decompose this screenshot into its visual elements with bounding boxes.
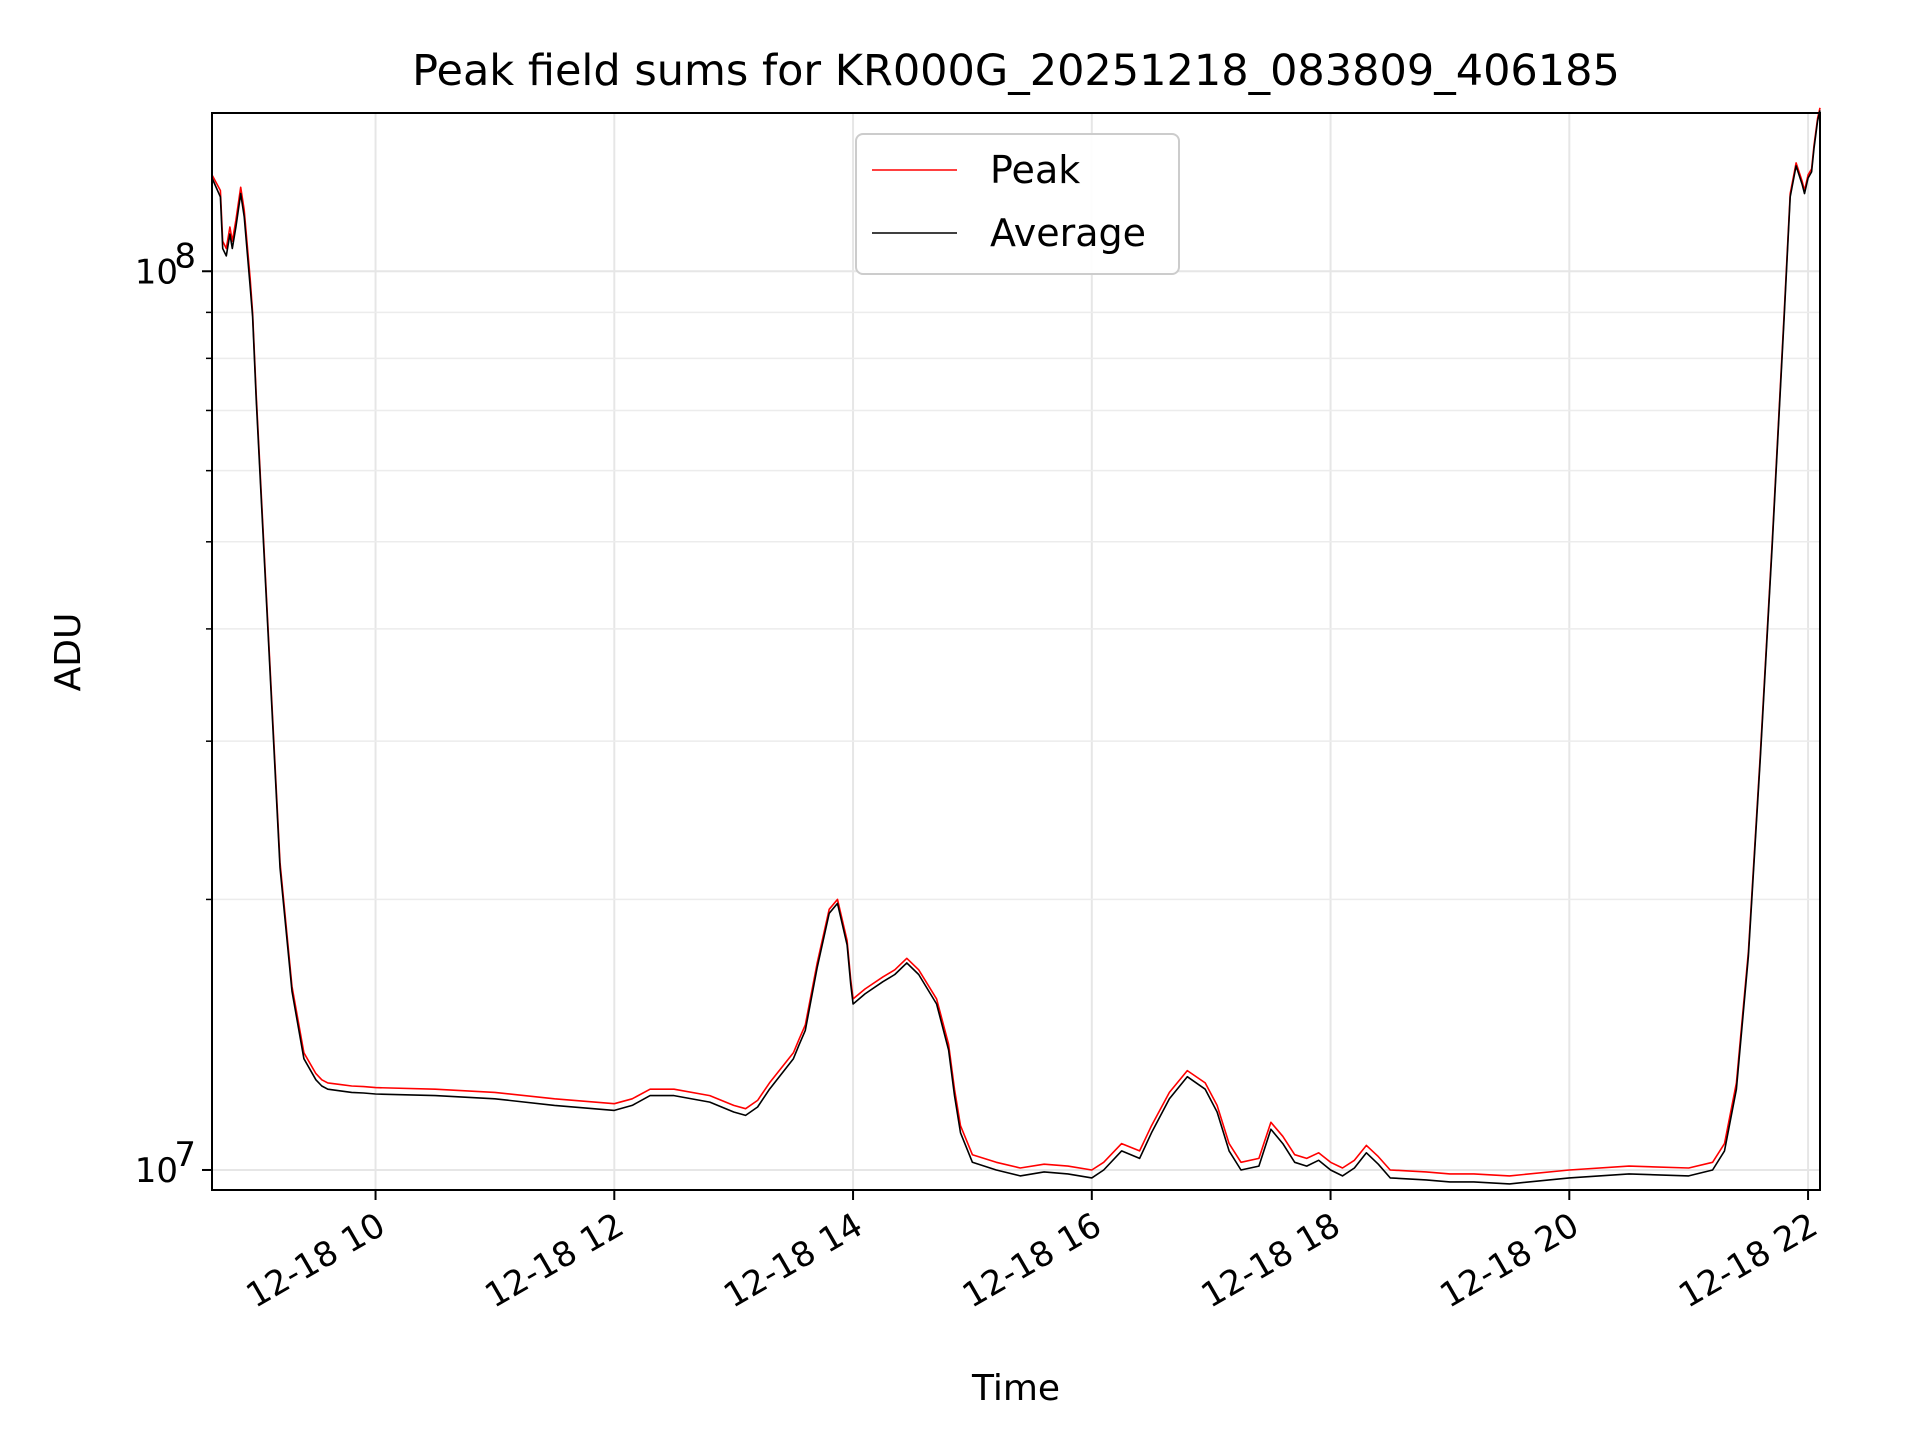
series-line-peak <box>211 107 1821 1177</box>
legend-box <box>855 133 1180 275</box>
y-tick-label: 10 <box>135 1151 178 1191</box>
x-tick-label: 12-18 10 <box>240 1205 392 1316</box>
y-axis-label: ADU <box>48 613 89 692</box>
x-tick-label: 12-18 14 <box>717 1205 869 1316</box>
legend-label-average: Average <box>990 211 1146 255</box>
grid-lines <box>212 113 1820 1190</box>
legend-label-peak: Peak <box>990 148 1080 192</box>
series-layer <box>211 107 1821 1185</box>
chart-title: Peak field sums for KR000G_20251218_0838… <box>412 46 1620 96</box>
x-tick-label: 12-18 20 <box>1433 1205 1585 1316</box>
plot-frame <box>211 112 1821 1191</box>
x-tick-label: 12-18 18 <box>1195 1205 1347 1316</box>
x-axis: 12-18 10 12-18 12 12-18 14 12-18 16 12-18 18… <box>240 1190 1825 1316</box>
y-tick-label: 10 <box>135 252 178 292</box>
series-line-average <box>211 110 1821 1185</box>
y-tick-exponent: 7 <box>174 1135 196 1175</box>
legend: Peak Average <box>855 133 1180 275</box>
x-tick-label: 12-18 12 <box>478 1205 630 1316</box>
x-axis-label: Time <box>971 1368 1060 1409</box>
y-tick-exponent: 8 <box>174 236 196 276</box>
x-tick-label: 12-18 16 <box>956 1205 1108 1316</box>
x-tick-label: 12-18 22 <box>1672 1205 1824 1316</box>
